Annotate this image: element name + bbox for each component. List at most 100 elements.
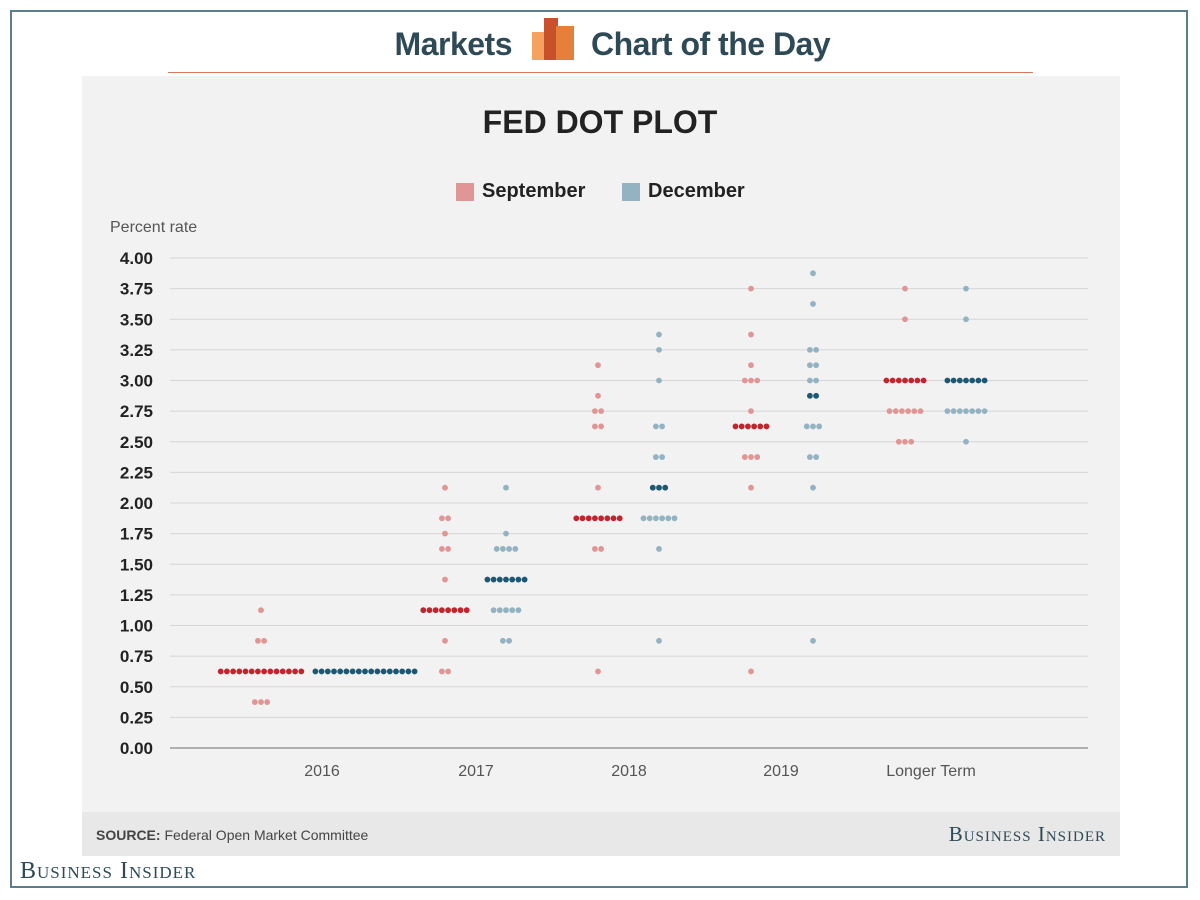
y-axis-label: Percent rate: [110, 219, 198, 236]
dot-december: [659, 423, 665, 430]
dot-september: [451, 607, 458, 614]
y-tick-label: 1.00: [120, 617, 153, 636]
dot-december: [399, 668, 406, 675]
outer-frame: [10, 10, 1188, 888]
dot-december: [521, 576, 528, 583]
x-tick-label: 2017: [458, 763, 494, 780]
y-tick-label: 2.50: [120, 433, 153, 452]
dot-december: [944, 377, 951, 384]
dot-september: [595, 668, 601, 675]
chart-panel: [82, 76, 1120, 856]
dot-september: [292, 668, 298, 675]
dot-september: [439, 546, 445, 552]
dot-december: [515, 576, 522, 583]
y-tick-label: 2.75: [120, 402, 153, 421]
dot-september: [258, 607, 264, 614]
dot-september: [914, 377, 921, 384]
dot-september: [573, 515, 580, 522]
dot-september: [610, 515, 617, 522]
header-chart-of-the-day: Chart of the Day: [591, 26, 831, 62]
dot-december: [500, 637, 506, 644]
dot-september: [592, 515, 598, 522]
legend-item-september: September: [456, 180, 585, 203]
x-tick-label: 2018: [611, 763, 647, 780]
dot-december: [324, 668, 331, 675]
y-tick-label: 1.50: [120, 555, 153, 574]
dot-december: [969, 377, 976, 384]
dot-september: [463, 607, 470, 614]
dot-december: [362, 668, 368, 675]
dot-december: [975, 408, 982, 415]
dot-september: [748, 285, 754, 292]
dot-december: [640, 515, 647, 522]
dot-september: [445, 668, 451, 675]
dot-september: [457, 607, 464, 614]
dot-december: [816, 423, 823, 430]
dot-september: [748, 668, 754, 675]
dot-september: [273, 668, 280, 675]
y-tick-label: 3.00: [120, 372, 153, 391]
dot-september: [585, 515, 592, 522]
dot-september: [445, 607, 451, 614]
dot-september: [908, 438, 915, 445]
dot-september: [445, 515, 451, 522]
y-tick-label: 4.00: [120, 249, 153, 268]
dot-december: [484, 576, 491, 583]
dot-december: [506, 546, 512, 552]
dot-september: [754, 454, 761, 460]
y-tick-label: 2.00: [120, 494, 153, 513]
footer-brand: Business Insider: [948, 822, 1106, 846]
x-tick-label: 2016: [304, 763, 340, 780]
legend-swatch-september: [456, 182, 474, 201]
dot-december: [496, 576, 503, 583]
dot-september: [598, 546, 604, 552]
dot-september: [741, 454, 748, 460]
dot-december: [813, 346, 819, 353]
dot-september: [748, 362, 754, 369]
header-divider: [168, 72, 1033, 73]
dot-september: [255, 637, 261, 644]
dot-december: [503, 607, 509, 614]
dot-september: [754, 377, 761, 384]
dot-december: [656, 377, 662, 384]
dot-december: [807, 454, 813, 460]
dot-september: [217, 668, 224, 675]
dot-september: [236, 668, 243, 675]
dot-september: [592, 546, 598, 552]
dot-december: [656, 346, 662, 353]
dot-september: [592, 408, 598, 415]
dot-september: [439, 668, 445, 675]
dot-december: [656, 546, 662, 552]
dot-september: [757, 423, 764, 430]
dot-september: [598, 515, 604, 522]
dot-december: [807, 392, 813, 399]
dot-september: [917, 408, 924, 415]
dot-september: [902, 316, 908, 323]
dot-september: [763, 423, 770, 430]
dot-december: [950, 377, 957, 384]
dot-december: [515, 607, 522, 614]
dot-december: [656, 331, 662, 338]
dot-december: [975, 377, 982, 384]
y-tick-label: 0.00: [120, 739, 153, 758]
dot-september: [892, 408, 899, 415]
dot-december: [813, 362, 819, 369]
dot-september: [279, 668, 286, 675]
dot-december: [337, 668, 344, 675]
dot-december: [671, 515, 678, 522]
dot-december: [653, 454, 659, 460]
header-markets: Markets: [394, 26, 513, 62]
dot-december: [653, 423, 659, 430]
dot-september: [902, 285, 908, 292]
dot-december: [374, 668, 381, 675]
dot-september: [286, 668, 292, 675]
dot-december: [969, 408, 976, 415]
dot-december: [963, 438, 969, 445]
dot-december: [503, 576, 509, 583]
dot-september: [255, 668, 261, 675]
dot-december: [807, 362, 813, 369]
legend-label-september: September: [482, 180, 586, 202]
dot-september: [745, 423, 751, 430]
dot-december: [312, 668, 319, 675]
dot-december: [659, 515, 665, 522]
